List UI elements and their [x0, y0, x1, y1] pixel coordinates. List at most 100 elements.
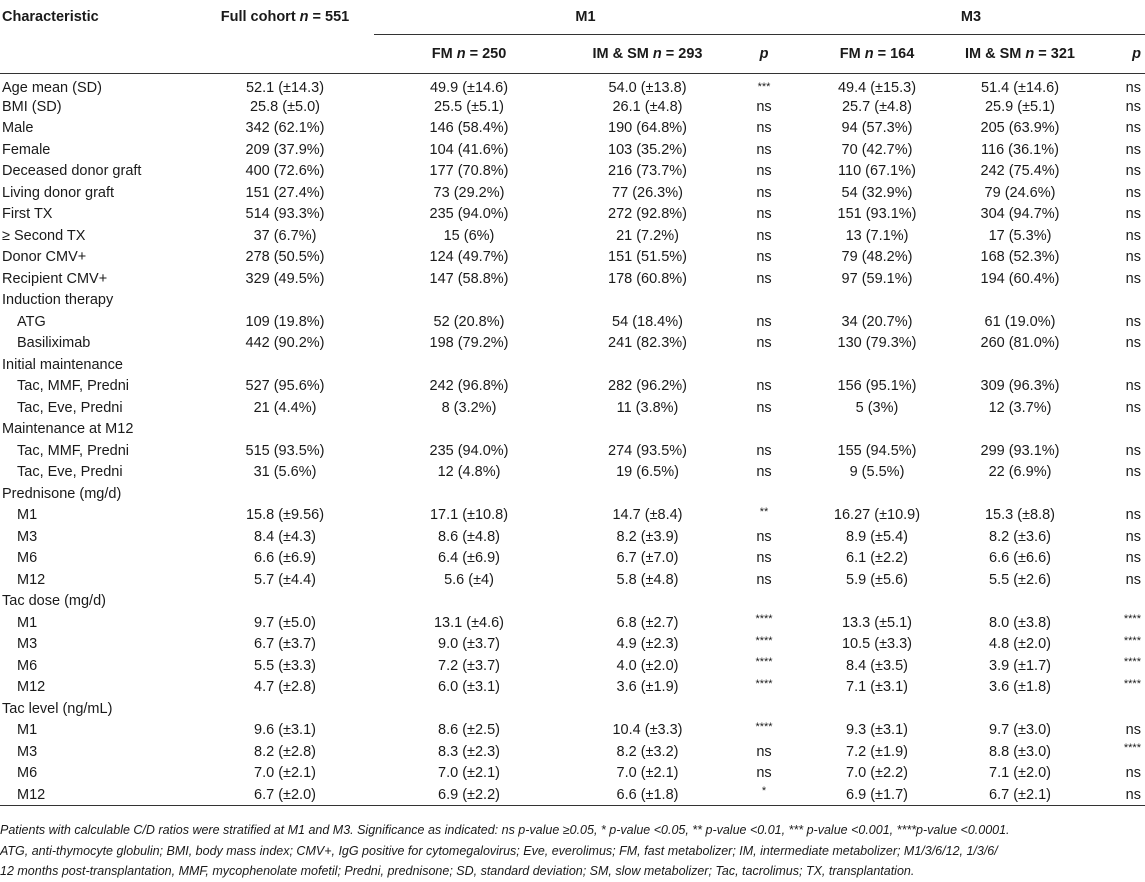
table-footnote: Patients with calculable C/D ratios were…: [0, 820, 1140, 882]
row-label: M3: [17, 528, 38, 545]
cell-m1-imsm: 77 (26.3%): [612, 184, 683, 201]
cell-m3-fm: 10.5 (±3.3): [841, 636, 913, 653]
cell-m3-fm: [797, 483, 957, 505]
cell-m1-p: ns: [756, 120, 772, 137]
cell-full-cohort: 31 (5.6%): [253, 464, 317, 481]
cell-m3-p: ns: [1125, 163, 1141, 180]
cell-m1-fm: 17.1 (±10.8): [429, 507, 509, 524]
cell-full-cohort: 514 (93.3%): [245, 206, 325, 223]
cell-m1-p: [731, 290, 797, 312]
footnote-line-1: Patients with calculable C/D ratios were…: [0, 823, 1010, 837]
cell-m1-fm: 6.4 (±6.9): [438, 550, 500, 567]
table-row: Tac dose (mg/d): [0, 591, 1145, 613]
cell-m1-fm: 242 (96.8%): [429, 378, 509, 395]
table-row: M12 6.7 (±2.0) 6.9 (±2.2) 6.6 (±1.8) * 6.9 (±…: [0, 784, 1145, 806]
table-row: Deceased donor graft 400 (72.6%) 177 (70.8…: [0, 161, 1145, 183]
row-label: BMI (SD): [2, 98, 62, 115]
footnote-line-3: 12 months post-transplantation, MMF, myc…: [0, 864, 915, 878]
table-row: Prednisone (mg/d): [0, 483, 1145, 505]
cell-m1-p: ns: [756, 399, 772, 416]
row-label: Age mean (SD): [2, 80, 102, 96]
cell-m3-imsm: [957, 354, 1083, 376]
header-full-cohort: Full cohort n = 551: [196, 0, 374, 35]
cell-m3-p: ****: [1123, 613, 1141, 625]
cell-m1-p: [731, 354, 797, 376]
table-row: M12 4.7 (±2.8) 6.0 (±3.1) 3.6 (±1.9) **** 7.1…: [0, 677, 1145, 699]
cell-m1-imsm: 5.8 (±4.8): [616, 571, 679, 588]
cell-m3-imsm: 7.1 (±2.0): [989, 765, 1051, 782]
cell-m1-p: ns: [756, 249, 772, 266]
row-label: Living donor graft: [2, 184, 115, 201]
cell-full-cohort: 400 (72.6%): [245, 163, 325, 180]
table-row: Initial maintenance: [0, 354, 1145, 376]
cell-m1-imsm: 4.0 (±2.0): [616, 657, 679, 674]
cell-m1-p: [731, 419, 797, 441]
cell-full-cohort: 151 (27.4%): [245, 184, 325, 201]
row-label: Tac level (ng/mL): [2, 700, 113, 717]
cell-m3-imsm: 8.2 (±3.6): [989, 528, 1051, 545]
cell-m3-imsm: [957, 290, 1083, 312]
cell-m3-imsm: 299 (93.1%): [980, 442, 1060, 459]
cell-m1-p: ****: [755, 677, 773, 690]
cell-m1-fm: 8.6 (±2.5): [438, 722, 500, 739]
cell-m3-p: ns: [1125, 141, 1141, 158]
cell-m3-p: ns: [1125, 571, 1141, 588]
cell-m1-p: ns: [756, 141, 772, 158]
cell-m3-fm: [797, 419, 957, 441]
cell-m3-imsm: [957, 483, 1083, 505]
cell-full-cohort: 5.7 (±4.4): [254, 571, 316, 588]
cell-m3-fm: 5.9 (±5.6): [846, 571, 908, 588]
cell-full-cohort: 25.8 (±5.0): [249, 98, 321, 115]
cell-m1-imsm: 11 (3.8%): [616, 399, 679, 416]
cell-m1-fm: 147 (58.8%): [429, 270, 509, 287]
row-label: Recipient CMV+: [2, 270, 108, 287]
cell-m3-p: ns: [1125, 507, 1141, 524]
row-label: M12: [17, 571, 46, 588]
cell-m3-fm: [797, 354, 957, 376]
table-row: M12 5.7 (±4.4) 5.6 (±4) 5.8 (±4.8) ns 5.9 (±5…: [0, 569, 1145, 591]
cell-m3-p: [1083, 483, 1145, 505]
cell-m1-fm: 9.0 (±3.7): [438, 636, 500, 653]
cell-m1-imsm: 8.2 (±3.2): [616, 743, 679, 760]
cell-m3-p: [1083, 591, 1145, 613]
cell-m1-p: ns: [756, 528, 772, 545]
cell-m3-p: ns: [1125, 184, 1141, 201]
cell-m1-imsm: 274 (93.5%): [608, 442, 687, 459]
cell-full-cohort: 109 (19.8%): [245, 313, 325, 330]
cell-m3-fm: 13.3 (±5.1): [841, 614, 913, 631]
table-row: Living donor graft 151 (27.4%) 73 (29.2%) 7…: [0, 182, 1145, 204]
row-label: Donor CMV+: [2, 249, 87, 266]
row-label: Tac, Eve, Predni: [17, 399, 123, 416]
cell-m1-p: ns: [756, 163, 772, 180]
cell-m1-p: ns: [756, 270, 772, 287]
cell-m3-p: ns: [1125, 270, 1141, 287]
cell-m1-fm: 5.6 (±4): [444, 571, 494, 588]
header-m1-imsm: IM & SM n = 293: [564, 34, 731, 74]
cell-m1-p: ns: [756, 571, 772, 588]
cell-m3-imsm: 309 (96.3%): [980, 378, 1060, 395]
cell-m1-fm: 7.0 (±2.1): [438, 765, 500, 782]
header-m3-fm: FM n = 164: [797, 34, 957, 74]
table-row: M6 7.0 (±2.1) 7.0 (±2.1) 7.0 (±2.1) ns 7.0 (±…: [0, 763, 1145, 785]
cell-full-cohort: [196, 419, 374, 441]
table-row: Tac, Eve, Predni 31 (5.6%) 12 (4.8%) 19 (6.…: [0, 462, 1145, 484]
cell-m3-imsm: 25.9 (±5.1): [984, 98, 1056, 115]
cell-m3-imsm: 8.8 (±3.0): [989, 743, 1051, 760]
cell-m3-fm: 155 (94.5%): [837, 442, 917, 459]
cell-m3-fm: 7.2 (±1.9): [846, 743, 908, 760]
cell-full-cohort: 4.7 (±2.8): [254, 679, 316, 696]
cell-m3-imsm: 260 (81.0%): [980, 335, 1060, 352]
cell-m1-p: *: [761, 785, 767, 797]
table-row: Tac, MMF, Predni 515 (93.5%) 235 (94.0%) 27…: [0, 440, 1145, 462]
cell-m3-fm: 9.3 (±3.1): [846, 722, 908, 739]
cell-m3-fm: 7.1 (±3.1): [846, 679, 908, 696]
cell-m3-fm: 16.27 (±10.9): [833, 507, 921, 524]
table-row: M3 8.2 (±2.8) 8.3 (±2.3) 8.2 (±3.2) ns 7.2 (±…: [0, 741, 1145, 763]
cell-m1-fm: [374, 698, 564, 720]
cell-m1-imsm: 151 (51.5%): [608, 249, 687, 266]
header-characteristic: Characteristic: [2, 9, 99, 26]
cell-full-cohort: 6.7 (±3.7): [254, 636, 316, 653]
cell-m3-imsm: 15.3 (±8.8): [984, 507, 1056, 524]
cell-m3-imsm: 4.8 (±2.0): [989, 636, 1051, 653]
cell-m1-p: ***: [757, 81, 771, 93]
